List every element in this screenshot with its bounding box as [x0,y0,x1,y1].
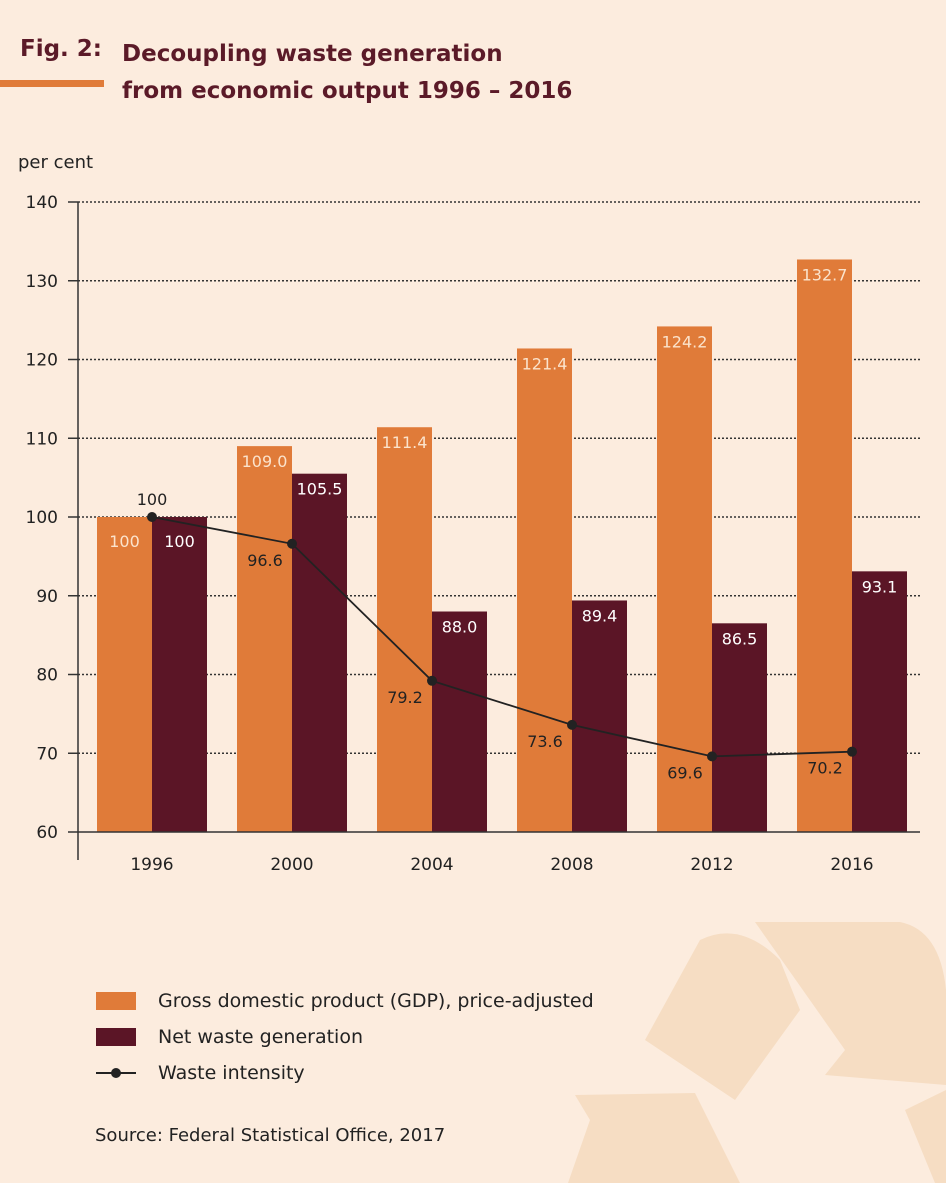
intensity-point [567,719,577,730]
waste-intensity-line [147,512,857,762]
legend-swatch-waste [96,1028,136,1046]
source-note: Source: Federal Statistical Office, 2017 [95,1125,446,1146]
waste-bar [152,517,207,832]
y-axis-label: per cent [18,152,94,173]
chart-title: Decoupling waste generation from economi… [122,36,572,110]
y-tick-label: 130 [26,272,58,292]
waste-bar [572,600,627,832]
y-tick-label: 60 [36,823,58,843]
x-tick-label: 2008 [550,855,593,875]
y-tick-label: 70 [36,744,58,764]
waste-bar-label: 100 [164,532,195,551]
x-tick-label: 2004 [410,855,453,875]
legend-item-waste: Net waste generation [96,1019,594,1055]
intensity-point [847,746,857,757]
chart-title-line2: from economic output 1996 – 2016 [122,78,573,104]
data-labels: 100 109.0 111.4 121.4 124.2 132.7 100 105.5 88.0… [109,265,897,782]
title-accent-bar [0,80,104,87]
gdp-bar-label: 132.7 [802,265,848,284]
figure-number: Fig. 2: [20,36,103,62]
waste-bar [432,611,487,832]
legend-item-intensity: Waste intensity [96,1055,594,1091]
gdp-bar [97,517,152,832]
gdp-bar [237,446,292,832]
intensity-point [147,512,157,522]
y-tick-label: 100 [26,508,58,528]
waste-bar-label: 86.5 [722,629,758,648]
legend: Gross domestic product (GDP), price-adju… [96,983,594,1091]
intensity-label: 96.6 [247,551,283,570]
intensity-line-path [151,516,853,758]
x-tick-label: 2000 [270,855,313,875]
waste-bar-label: 88.0 [442,618,478,637]
intensity-point [427,675,437,686]
gridlines [78,201,920,754]
x-tick-label: 2012 [690,855,733,875]
gdp-bar-label: 124.2 [662,332,708,351]
gdp-bar-label: 121.4 [522,354,568,373]
legend-label-intensity: Waste intensity [158,1062,305,1084]
gdp-bar [517,348,572,832]
intensity-point [287,538,297,549]
gdp-bar-label: 100 [109,532,140,551]
gdp-bar [377,427,432,832]
y-tick-label: 110 [26,429,58,449]
y-tick-label: 80 [36,666,58,686]
intensity-label: 100 [137,490,168,509]
x-tick-label: 2016 [830,855,873,875]
y-tick-label: 120 [26,351,58,371]
waste-bar-label: 105.5 [297,480,343,499]
gdp-bar-label: 109.0 [242,452,288,471]
y-tick-label: 90 [36,587,58,607]
axes: 60 70 80 90 100 110 120 130 140 1996 2000 2004 2008 2… [26,193,920,875]
waste-bar [292,473,347,832]
intensity-label: 73.6 [527,732,563,751]
intensity-label: 79.2 [387,688,423,707]
legend-label-waste: Net waste generation [158,1026,363,1048]
waste-bar [852,571,907,832]
recycling-watermark-icon [568,922,946,1183]
gdp-bar-label: 111.4 [382,433,428,452]
x-tick-label: 1996 [130,855,173,875]
y-tick-label: 140 [26,193,58,213]
intensity-label: 70.2 [807,759,843,778]
gdp-bar [657,326,712,832]
legend-item-gdp: Gross domestic product (GDP), price-adju… [96,983,594,1019]
intensity-label: 69.6 [667,763,703,782]
legend-label-gdp: Gross domestic product (GDP), price-adju… [158,990,594,1012]
gdp-bar [797,259,852,832]
bars [97,259,907,832]
waste-bar [712,623,767,832]
intensity-point [707,751,717,762]
chart-title-line1: Decoupling waste generation [122,41,503,67]
legend-line-marker-icon [96,1068,136,1078]
waste-bar-label: 89.4 [582,606,618,625]
waste-bar-label: 93.1 [862,577,898,596]
legend-swatch-gdp [96,992,136,1010]
